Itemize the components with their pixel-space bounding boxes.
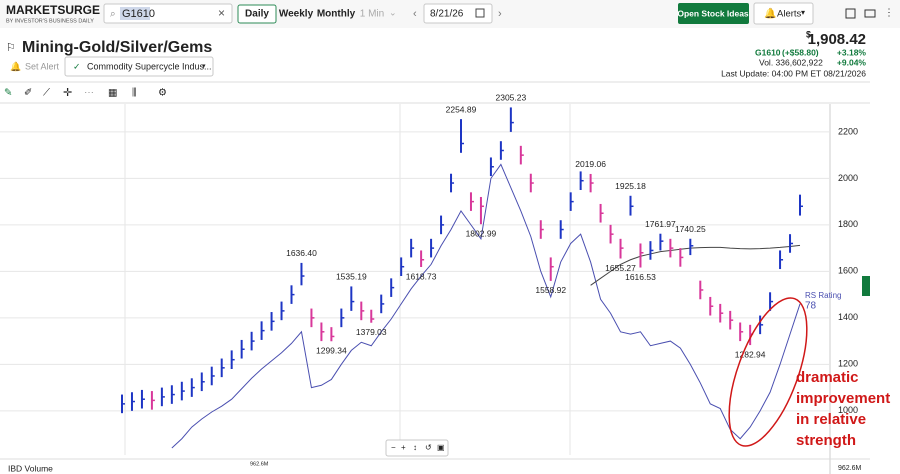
bell-icon: 🔔 (764, 8, 776, 20)
price: 1,908.42 (808, 31, 866, 48)
period-button[interactable]: Weekly (279, 9, 314, 20)
tool-icon[interactable]: ⟋ (43, 88, 50, 99)
price-label: 1636.40 (286, 248, 317, 258)
daily-button[interactable] (237, 4, 277, 24)
volume-label: IBD Volume (8, 463, 53, 473)
tool-icon[interactable]: ✛ (63, 87, 72, 99)
tool-icon[interactable]: ⚙ (158, 88, 167, 99)
list-dropdown[interactable] (64, 56, 214, 77)
price-label: 1761.97 (645, 219, 676, 229)
open-ideas-button[interactable] (678, 3, 749, 24)
side-tab[interactable] (862, 276, 870, 296)
zoom-in[interactable]: + (401, 443, 406, 452)
set-alert[interactable]: Set Alert (25, 61, 60, 71)
moving-average (590, 244, 801, 286)
y-tick-label: 1200 (838, 359, 858, 369)
annotation: strength (796, 432, 856, 449)
alerts-button[interactable] (753, 2, 814, 25)
tool-icon[interactable]: ✎ (4, 88, 12, 99)
open-ideas-text[interactable]: Open Stock Ideas (677, 8, 749, 18)
currency: $ (806, 29, 811, 39)
quote-change-pct: +3.18% (837, 47, 867, 57)
price-label: 2254.89 (446, 104, 477, 114)
price-label: 1802.99 (466, 228, 497, 238)
rs-line (171, 163, 801, 449)
annotation: dramatic (796, 369, 859, 386)
y-tick-label: 1600 (838, 266, 858, 276)
calendar-icon[interactable] (475, 8, 485, 18)
search-text: G1610 (122, 8, 155, 20)
prev-icon[interactable]: ‹ (413, 8, 417, 20)
logo-sub: BY INVESTOR'S BUSINESS DAILY (6, 18, 94, 24)
search-icon: ⌕ (110, 9, 116, 20)
date-box[interactable] (423, 3, 493, 24)
check-icon: ✓ (73, 61, 81, 71)
price-label: 1618.73 (406, 271, 437, 281)
price-label: 1558.92 (535, 285, 566, 295)
volume: Vol. 336,602,922 (759, 57, 823, 67)
rs-rating: 78 (805, 301, 817, 312)
price-label: 1655.27 (605, 263, 636, 273)
tool-icon[interactable]: ▦ (108, 88, 117, 99)
price-label: 1616.53 (625, 272, 656, 282)
annotation: in relative (796, 411, 866, 428)
y-tick-label: 1800 (838, 219, 858, 229)
quote-change: (+$58.80) (782, 47, 819, 57)
price-label: 1379.03 (356, 327, 387, 337)
price-label: 2305.23 (495, 93, 526, 103)
period-button[interactable]: 1 Min (360, 9, 384, 20)
save-icon[interactable] (845, 8, 856, 19)
menu-icon[interactable]: ⋮ (884, 8, 894, 19)
price-label: 1925.18 (615, 181, 646, 191)
y-tick-label: 2200 (838, 126, 858, 136)
period-button[interactable]: Monthly (317, 9, 356, 20)
annotation: improvement (796, 390, 890, 407)
y-tick-label: 1000 (838, 405, 858, 415)
reset[interactable]: ↺ (425, 443, 432, 452)
dropdown-icon[interactable]: ▾ (202, 63, 206, 70)
clear-icon[interactable]: × (218, 6, 225, 20)
period-button[interactable]: Daily (245, 9, 269, 20)
price-label: 2019.06 (575, 159, 606, 169)
bell-icon: 🔔 (10, 61, 21, 71)
page-title: Mining-Gold/Silver/Gems (22, 39, 212, 56)
flag-icon[interactable]: ⚐ (6, 42, 16, 54)
y-tick-label: 1400 (838, 312, 858, 322)
next-icon[interactable]: › (498, 8, 502, 20)
grid (124, 104, 831, 474)
last-update: Last Update: 04:00 PM ET 08/21/2026 (721, 68, 866, 78)
volume-pct: +9.04% (837, 57, 867, 67)
price-label: 1282.94 (735, 349, 766, 359)
volume-tick: 962.6M (838, 465, 862, 472)
plot: 1000 1200 1400 1600 1800 2000 2200 1636.40 1299.… (0, 93, 890, 449)
highlight-ellipse (728, 297, 808, 447)
dropdown-icon[interactable]: ⌄ (389, 7, 397, 17)
zoom-bar (385, 439, 449, 457)
tool-icon[interactable]: ⋯ (84, 88, 94, 99)
list-text: Commodity Supercycle Indus... (87, 61, 212, 71)
zoom-out[interactable]: − (391, 443, 396, 452)
logo: MARKETSURGE (6, 3, 100, 17)
price-label: 1535.19 (336, 272, 367, 282)
price-label: 1740.25 (675, 224, 706, 234)
date-text: 8/21/26 (430, 9, 464, 20)
tool-icon[interactable]: ✐ (24, 88, 32, 99)
quote-symbol: G1610 (755, 47, 781, 57)
alerts-text[interactable]: Alerts (777, 9, 802, 20)
tool-icon[interactable]: ⫼ (132, 88, 137, 99)
volume-tick: 962.6M (250, 461, 269, 467)
pan[interactable]: ↕ (413, 443, 417, 452)
search-highlight (120, 7, 150, 20)
dropdown-icon[interactable]: ▾ (801, 8, 805, 17)
snapshot[interactable]: ▣ (437, 443, 445, 452)
rs-label: RS Rating (805, 291, 841, 300)
y-tick-label: 2000 (838, 173, 858, 183)
price-label: 1299.34 (316, 346, 347, 356)
print-icon[interactable] (864, 9, 876, 18)
